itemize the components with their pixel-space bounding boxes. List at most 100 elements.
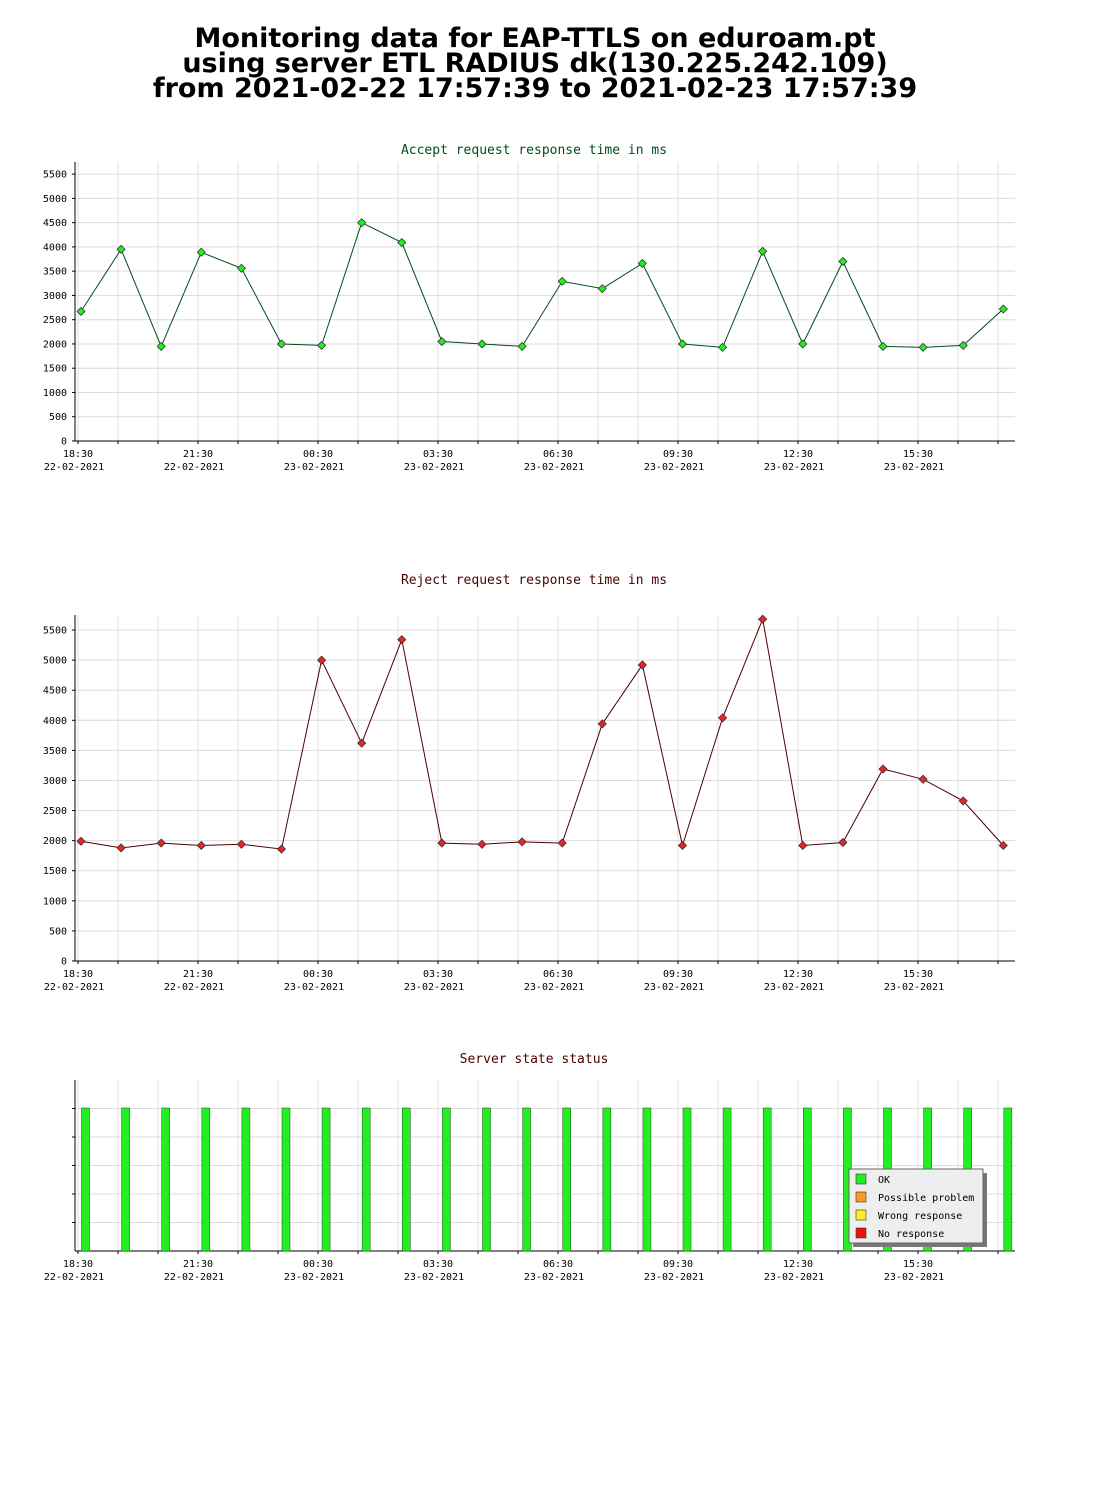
- chart-title: Reject request response time in ms: [401, 573, 667, 588]
- x-tick-time: 03:30: [423, 449, 453, 460]
- y-tick-label: 500: [49, 412, 67, 423]
- data-point: [718, 713, 728, 723]
- status-bar: [361, 1107, 371, 1252]
- x-tick-date: 23-02-2021: [284, 1272, 344, 1283]
- status-bar: [281, 1107, 291, 1252]
- chart-2: Reject request response time in ms 0 500 10…: [43, 573, 1015, 993]
- x-tick-time: 15:30: [903, 969, 933, 980]
- x-tick-date: 22-02-2021: [44, 982, 104, 993]
- data-point: [437, 838, 447, 848]
- status-bar: [161, 1107, 170, 1252]
- data-point: [317, 340, 327, 350]
- x-tick-time: 00:30: [303, 1259, 333, 1270]
- x-tick-time: 21:30: [183, 1259, 213, 1270]
- x-tick-date: 23-02-2021: [524, 1272, 584, 1283]
- data-point: [637, 258, 647, 268]
- x-tick-time: 09:30: [663, 1259, 693, 1270]
- legend-label: Wrong response: [878, 1211, 962, 1222]
- series-line: [80, 617, 1004, 850]
- x-tick-time: 21:30: [183, 449, 213, 460]
- data-point: [557, 276, 567, 286]
- data-point: [918, 342, 928, 352]
- y-tick-label: 2000: [43, 836, 67, 847]
- y-tick-label: 1000: [43, 388, 67, 399]
- x-tick-date: 23-02-2021: [644, 982, 704, 993]
- y-tick-label: 500: [49, 926, 67, 937]
- x-tick-time: 15:30: [903, 449, 933, 460]
- x-tick-time: 12:30: [783, 969, 813, 980]
- data-point: [276, 339, 287, 349]
- data-point: [677, 339, 688, 349]
- status-bar: [442, 1107, 451, 1252]
- y-tick-label: 1500: [43, 364, 67, 375]
- y-tick-label: 2500: [43, 806, 67, 817]
- data-point: [116, 843, 126, 853]
- x-tick-time: 03:30: [423, 969, 453, 980]
- y-tick-label: 5500: [43, 626, 67, 637]
- x-tick-date: 23-02-2021: [764, 1272, 824, 1283]
- grid: [75, 615, 1015, 961]
- status-bar: [522, 1107, 531, 1252]
- status-bar: [321, 1107, 331, 1252]
- data-point: [958, 796, 968, 806]
- data-point: [156, 838, 166, 848]
- data-point: [116, 244, 126, 254]
- x-tick-time: 00:30: [303, 969, 333, 980]
- x-tick-time: 06:30: [543, 969, 573, 980]
- x-tick-date: 22-02-2021: [164, 982, 224, 993]
- chart-1: Accept request response time in ms 0 500 10…: [43, 143, 1015, 473]
- status-bar: [682, 1107, 692, 1252]
- x-tick-time: 03:30: [423, 1259, 453, 1270]
- y-tick-label: 5000: [43, 194, 67, 205]
- data-point: [597, 284, 607, 294]
- x-tick-date: 22-02-2021: [44, 1272, 104, 1283]
- data-point: [677, 840, 688, 851]
- x-tick-date: 23-02-2021: [404, 462, 464, 473]
- x-tick-time: 12:30: [783, 1259, 813, 1270]
- x-tick-time: 21:30: [183, 969, 213, 980]
- x-tick-date: 23-02-2021: [284, 462, 344, 473]
- data-point: [878, 341, 888, 351]
- data-point: [718, 342, 728, 352]
- series-line: [80, 221, 1004, 348]
- y-tick-label: 1500: [43, 866, 67, 877]
- data-point: [236, 263, 246, 273]
- legend-swatch: [855, 1209, 867, 1221]
- data-point: [76, 306, 86, 317]
- data-point: [918, 774, 928, 784]
- status-bar: [1003, 1107, 1013, 1252]
- status-bar: [562, 1107, 572, 1252]
- x-tick-time: 06:30: [543, 1259, 573, 1270]
- x-tick-date: 23-02-2021: [884, 982, 944, 993]
- x-tick-date: 23-02-2021: [764, 982, 824, 993]
- y-tick-label: 4500: [43, 218, 67, 229]
- y-tick-label: 3000: [43, 291, 67, 302]
- x-tick-date: 23-02-2021: [524, 462, 584, 473]
- data-point: [517, 837, 527, 847]
- status-bar: [762, 1107, 772, 1252]
- data-point: [958, 340, 968, 350]
- data-point: [517, 341, 527, 351]
- legend-label: No response: [878, 1229, 944, 1240]
- title-line-2: using server ETL RADIUS dk(130.225.242.1…: [182, 48, 888, 79]
- status-bar: [401, 1107, 411, 1252]
- x-tick-date: 23-02-2021: [884, 1272, 944, 1283]
- data-point: [397, 635, 407, 645]
- x-tick-time: 18:30: [63, 449, 93, 460]
- legend-box: [848, 1168, 984, 1244]
- x-tick-time: 15:30: [903, 1259, 933, 1270]
- status-bar: [241, 1107, 251, 1252]
- status-bar: [722, 1107, 732, 1252]
- x-tick-time: 12:30: [783, 449, 813, 460]
- x-tick-date: 23-02-2021: [884, 462, 944, 473]
- data-point: [477, 839, 487, 849]
- x-tick-date: 22-02-2021: [44, 462, 104, 473]
- data-point: [397, 237, 407, 248]
- y-tick-label: 2000: [43, 339, 67, 350]
- data-point: [597, 719, 607, 729]
- data-point: [357, 738, 367, 748]
- status-bar: [602, 1107, 612, 1252]
- x-tick-time: 00:30: [303, 449, 333, 460]
- x-tick-time: 09:30: [663, 969, 693, 980]
- data-point: [998, 304, 1008, 314]
